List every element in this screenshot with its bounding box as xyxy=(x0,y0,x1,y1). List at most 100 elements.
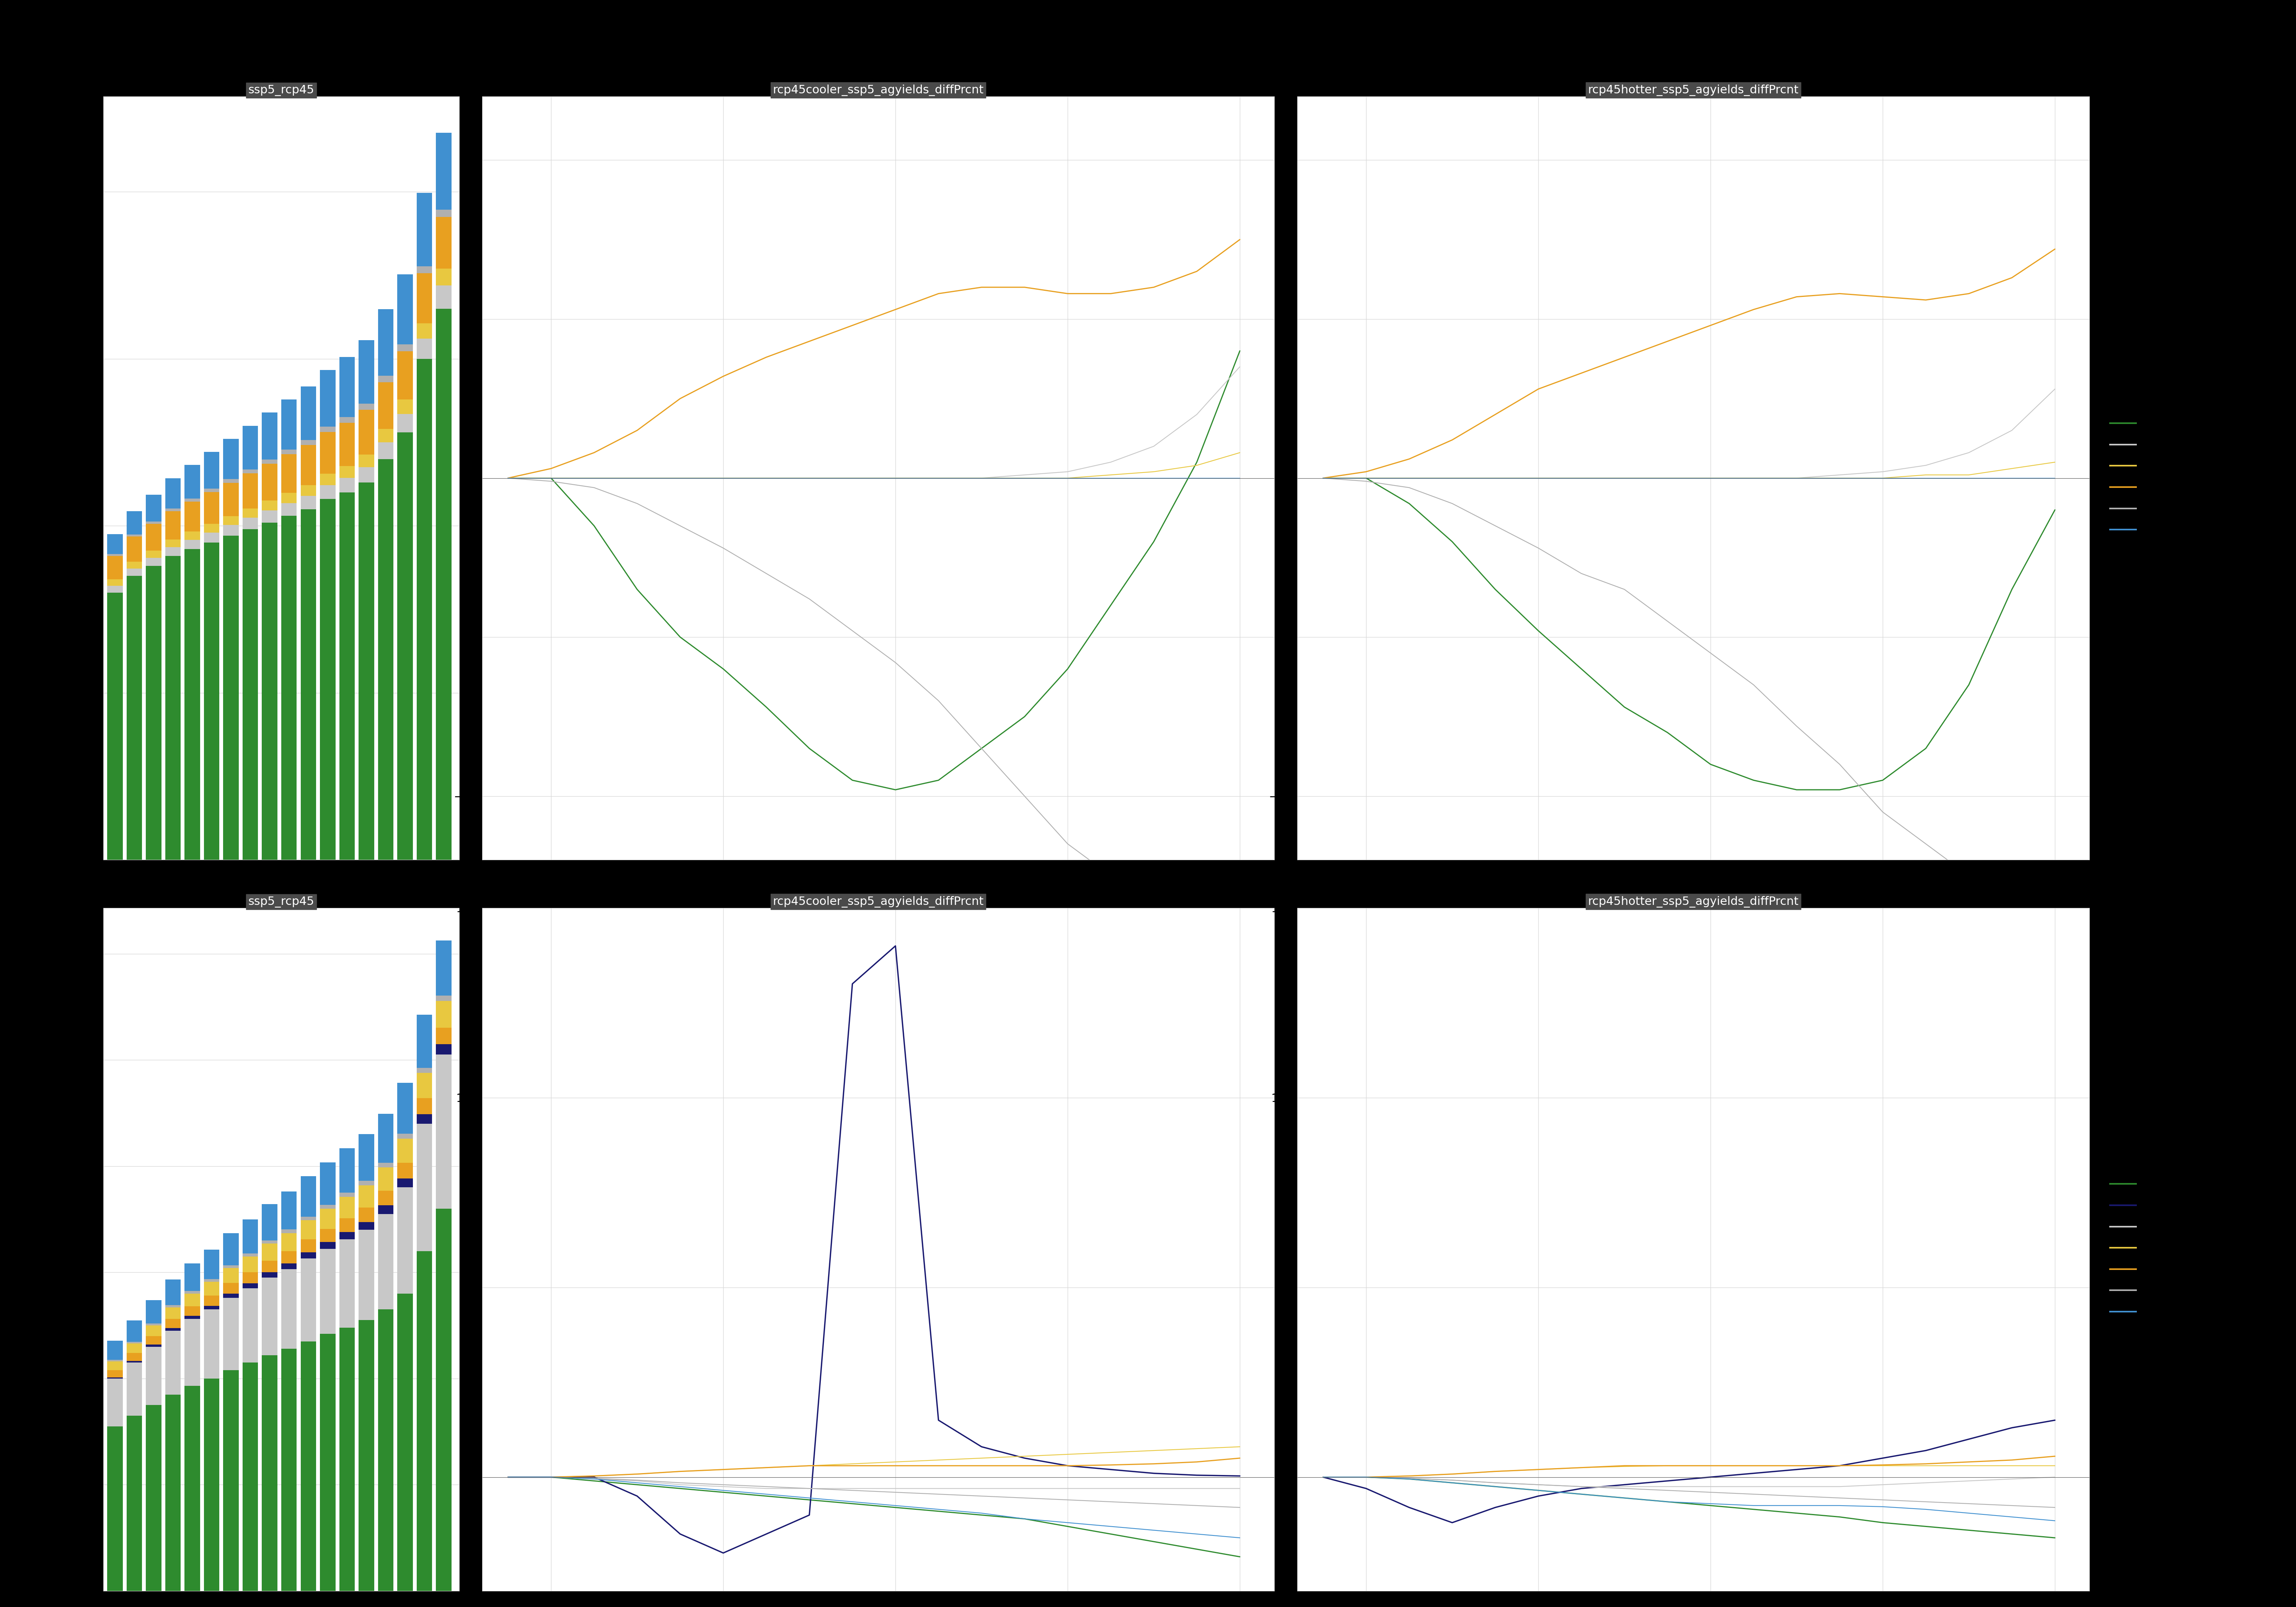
Bar xyxy=(126,1353,142,1361)
Bar xyxy=(204,1250,220,1279)
Bar xyxy=(319,474,335,485)
Bar xyxy=(319,1334,335,1591)
Bar xyxy=(108,554,122,556)
Bar xyxy=(147,1335,161,1345)
Bar xyxy=(184,1319,200,1385)
Bar xyxy=(379,309,393,376)
Bar xyxy=(358,341,374,403)
Bar xyxy=(340,416,356,423)
Bar xyxy=(416,1014,432,1067)
Bar xyxy=(319,1229,335,1242)
Bar xyxy=(108,1340,122,1360)
Bar xyxy=(126,535,142,537)
Bar xyxy=(184,1294,200,1306)
Bar xyxy=(301,440,317,445)
Bar xyxy=(280,1191,296,1229)
Bar xyxy=(262,1278,278,1355)
Bar xyxy=(147,521,161,524)
Bar xyxy=(280,1229,296,1233)
Bar xyxy=(319,1205,335,1208)
Bar xyxy=(262,500,278,511)
Bar xyxy=(397,1188,413,1294)
Bar xyxy=(397,275,413,344)
Bar xyxy=(319,426,335,432)
Bar xyxy=(223,525,239,535)
Bar xyxy=(319,500,335,860)
Bar xyxy=(379,1114,393,1162)
Bar xyxy=(165,1331,181,1395)
Bar xyxy=(340,1218,356,1233)
Bar xyxy=(379,1310,393,1591)
Bar xyxy=(147,1345,161,1347)
Bar xyxy=(319,485,335,500)
Title: ssp5_rcp45: ssp5_rcp45 xyxy=(248,85,315,96)
Bar xyxy=(379,1167,393,1191)
Bar xyxy=(416,358,432,860)
Bar xyxy=(416,1073,432,1098)
Bar xyxy=(340,1197,356,1218)
Bar xyxy=(301,445,317,485)
Bar xyxy=(397,1135,413,1138)
Bar xyxy=(358,1229,374,1319)
Bar xyxy=(319,1249,335,1334)
Bar xyxy=(397,1294,413,1591)
Bar xyxy=(147,524,161,551)
Bar xyxy=(243,1220,257,1253)
Bar xyxy=(379,1191,393,1205)
Bar xyxy=(184,498,200,501)
Bar xyxy=(280,503,296,516)
Bar xyxy=(301,485,317,495)
Bar xyxy=(243,469,257,474)
Bar xyxy=(280,400,296,450)
Bar xyxy=(126,1363,142,1416)
Bar xyxy=(184,540,200,550)
Title: rcp45cooler_ssp5_agyields_diffPrcnt: rcp45cooler_ssp5_agyields_diffPrcnt xyxy=(774,85,983,96)
Bar xyxy=(223,516,239,525)
Bar xyxy=(184,1290,200,1294)
Bar xyxy=(358,410,374,455)
Bar xyxy=(301,1176,317,1216)
Bar xyxy=(184,501,200,532)
Bar xyxy=(301,1252,317,1258)
Bar xyxy=(379,460,393,860)
Bar xyxy=(379,1162,393,1167)
Bar xyxy=(243,529,257,860)
Bar xyxy=(397,352,413,400)
Bar xyxy=(436,217,452,268)
Bar xyxy=(184,1306,200,1316)
Bar xyxy=(223,1282,239,1294)
Bar xyxy=(262,413,278,460)
Bar xyxy=(436,309,452,860)
Bar xyxy=(379,382,393,429)
Bar xyxy=(340,357,356,416)
Bar xyxy=(108,1371,122,1377)
Bar xyxy=(301,1258,317,1342)
Bar xyxy=(301,1342,317,1591)
Bar xyxy=(108,587,122,593)
Bar xyxy=(204,1306,220,1310)
Bar xyxy=(379,376,393,382)
Bar xyxy=(280,450,296,455)
Bar xyxy=(358,1319,374,1591)
Bar xyxy=(358,1181,374,1186)
Bar xyxy=(243,1253,257,1257)
Bar xyxy=(184,532,200,540)
Bar xyxy=(147,1326,161,1335)
Bar xyxy=(358,1186,374,1207)
Bar xyxy=(262,1355,278,1591)
Bar xyxy=(147,566,161,860)
Bar xyxy=(358,482,374,860)
Y-axis label: watWithdrawBySec: watWithdrawBySec xyxy=(62,1192,73,1306)
Bar xyxy=(204,1295,220,1306)
Bar xyxy=(147,1347,161,1405)
Bar xyxy=(436,1027,452,1045)
Bar xyxy=(243,1289,257,1363)
Bar xyxy=(243,508,257,517)
Bar xyxy=(319,432,335,474)
Bar xyxy=(126,1343,142,1353)
Bar xyxy=(301,509,317,860)
Legend: agriculture, electricity, industry, livestock, mining, municipal: agriculture, electricity, industry, live… xyxy=(2108,415,2213,542)
Bar xyxy=(243,1257,257,1273)
Bar xyxy=(165,546,181,556)
Bar xyxy=(147,551,161,558)
